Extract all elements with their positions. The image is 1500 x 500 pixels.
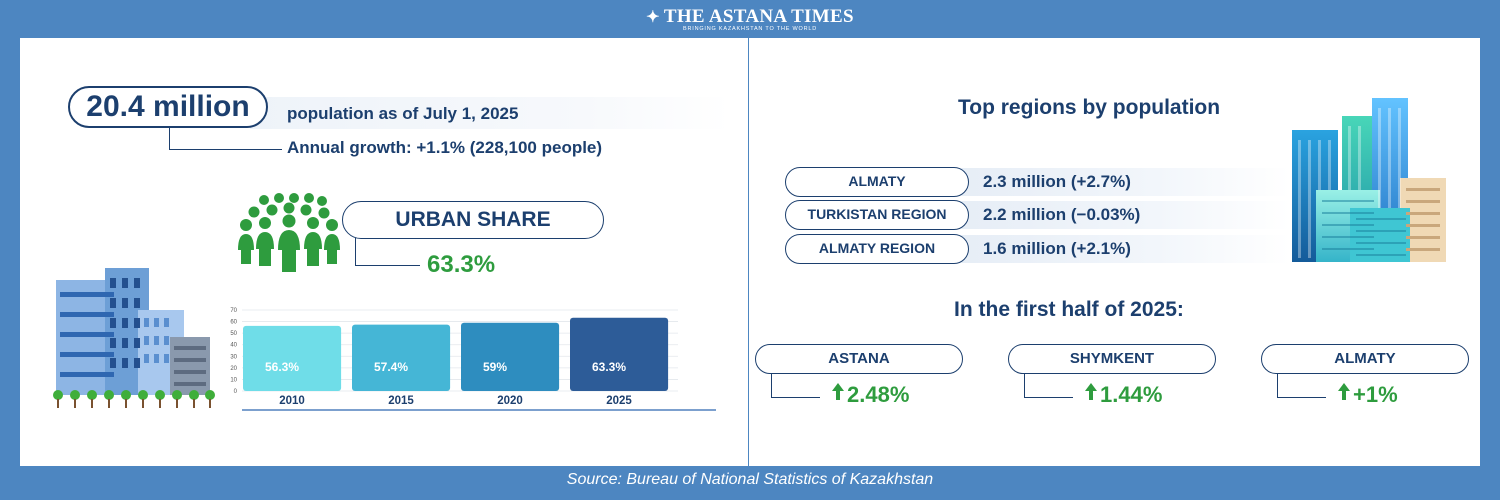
brand-logo[interactable]: ✦ THE ASTANA TIMES xyxy=(0,6,1500,28)
region-value: 1.6 million (+2.1%) xyxy=(983,239,1131,258)
header: ✦ THE ASTANA TIMES BRINGING KAZAKHSTAN TO… xyxy=(0,0,1500,36)
brand-name: THE ASTANA TIMES xyxy=(663,6,854,27)
x-tick-label: 2025 xyxy=(606,395,632,407)
arrow-up-icon xyxy=(1085,383,1097,400)
city-connector xyxy=(771,374,820,398)
y-tick-label: 10 xyxy=(230,377,237,383)
annual-growth: Annual growth: +1.1% (228,100 people) xyxy=(287,138,603,157)
city-name: ALMATY xyxy=(1261,344,1469,374)
city-growth-value: 1.44% xyxy=(1100,382,1163,407)
bar xyxy=(570,317,669,391)
urban-share-bar-chart: 0 10 20 30 40 50 60 70 56.3% 2010 57.4% 2015 59% 2020… xyxy=(230,308,716,411)
city-name: ASTANA xyxy=(755,344,963,374)
arrow-up-icon xyxy=(832,383,844,400)
region-row: TURKISTAN REGION 2.2 million (−0.03%) xyxy=(785,200,1290,230)
region-value: 2.2 million (−0.03%) xyxy=(983,205,1141,224)
city-name: SHYMKENT xyxy=(1008,344,1216,374)
population-caption: population as of July 1, 2025 xyxy=(287,104,519,123)
x-tick-label: 2010 xyxy=(279,395,305,407)
skyscrapers-illustration xyxy=(1292,98,1446,262)
urban-connector xyxy=(355,238,420,266)
bar xyxy=(352,324,451,391)
city-growth-card: ALMATY +1% xyxy=(1261,344,1471,407)
region-row: ALMATY REGION 1.6 million (+2.1%) xyxy=(785,234,1290,264)
city-growth-card: ASTANA 2.48% xyxy=(755,344,965,407)
y-tick-label: 50 xyxy=(230,331,237,337)
y-tick-label: 70 xyxy=(230,308,237,314)
city-growth-value: +1% xyxy=(1353,382,1398,407)
bar-value-label: 63.3% xyxy=(592,360,626,374)
y-tick-label: 20 xyxy=(230,366,237,372)
region-band xyxy=(955,235,1290,263)
half-year-title: In the first half of 2025: xyxy=(954,298,1184,321)
y-tick-label: 60 xyxy=(230,320,237,326)
city-connector xyxy=(1024,374,1073,398)
region-row: ALMATY 2.3 million (+2.7%) xyxy=(785,167,1290,197)
source-footer: Source: Bureau of National Statistics of… xyxy=(566,471,934,488)
region-name: TURKISTAN REGION xyxy=(785,200,969,230)
bar xyxy=(243,325,342,391)
y-tick-label: 40 xyxy=(230,343,237,349)
city-connector xyxy=(1277,374,1326,398)
bar-value-label: 56.3% xyxy=(265,360,299,374)
region-name: ALMATY REGION xyxy=(785,234,969,264)
x-tick-label: 2015 xyxy=(388,395,414,407)
population-headline: 20.4 million xyxy=(68,86,268,128)
arrow-up-icon xyxy=(1338,383,1350,400)
city-buildings-illustration xyxy=(53,268,215,408)
brand-tagline: BRINGING KAZAKHSTAN TO THE WORLD xyxy=(683,26,817,32)
region-value: 2.3 million (+2.7%) xyxy=(983,172,1131,191)
bar-value-label: 59% xyxy=(483,360,507,374)
bar-value-label: 57.4% xyxy=(374,360,408,374)
regions-title: Top regions by population xyxy=(958,96,1221,119)
x-tick-label: 2020 xyxy=(497,395,523,407)
region-band xyxy=(955,201,1290,229)
city-growth-card: SHYMKENT 1.44% xyxy=(1008,344,1218,407)
bar xyxy=(461,322,560,391)
growth-connector xyxy=(169,128,282,150)
center-divider xyxy=(748,38,749,466)
city-growth-value: 2.48% xyxy=(847,382,910,407)
population-band xyxy=(250,97,730,129)
y-tick-label: 30 xyxy=(230,354,237,360)
bird-icon: ✦ xyxy=(646,9,660,26)
urban-share-value: 63.3% xyxy=(427,251,496,278)
urban-share-label: URBAN SHARE xyxy=(342,201,604,239)
region-name: ALMATY xyxy=(785,167,969,197)
region-band xyxy=(955,168,1290,196)
y-tick-label: 0 xyxy=(234,389,238,395)
people-group-icon xyxy=(238,193,340,272)
